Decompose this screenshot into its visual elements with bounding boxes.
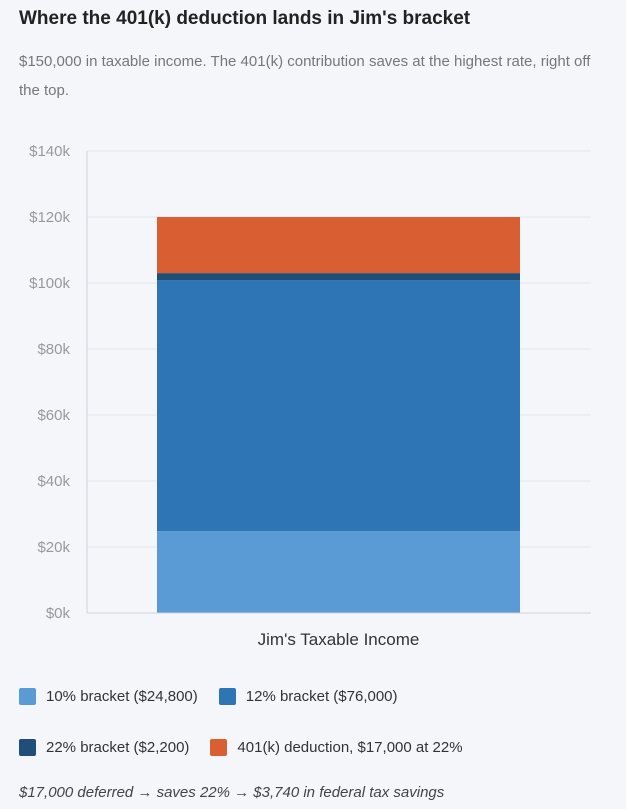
legend-item-10-bracket: 10% bracket ($24,800) [19,687,198,705]
x-category-label: Jim's Taxable Income [258,630,420,649]
legend-item-12-bracket: 12% bracket ($76,000) [218,687,398,705]
bar-segment-1 [157,280,520,532]
y-tick-label: $120k [29,209,70,226]
legend-row: 22% bracket ($2,200) 401(k) deduction, $… [19,734,609,760]
y-tick-label: $0k [46,605,71,622]
legend-swatch-10-bracket [19,687,36,705]
legend-label-22-bracket: 22% bracket ($2,200) [46,738,190,756]
chart-subtitle: $150,000 in taxable income. The 401(k) c… [19,53,591,99]
legend-label-12-bracket: 12% bracket ($76,000) [245,687,398,705]
legend-swatch-22-bracket [19,738,36,756]
legend-item-22-bracket: 22% bracket ($2,200) [19,738,190,756]
y-tick-label: $20k [37,539,70,556]
y-tick-label: $40k [37,473,70,490]
bar-segment-2 [157,273,520,281]
legend-label-401k-deduction: 401(k) deduction, $17,000 at 22% [237,738,463,756]
legend-swatch-401k-deduction [210,738,228,756]
legend-swatch-12-bracket [218,687,236,705]
bar-segment-0 [157,531,520,613]
y-tick-label: $140k [29,143,70,160]
legend-item-401k-deduction: 401(k) deduction, $17,000 at 22% [210,738,463,756]
legend-row: 10% bracket ($24,800) 12% bracket ($76,0… [19,683,609,709]
bar-segment-3 [157,217,520,274]
chart-legend: 10% bracket ($24,800) 12% bracket ($76,0… [19,683,609,785]
y-tick-label: $80k [37,341,70,358]
chart-title: Where the 401(k) deduction lands in Jim'… [19,8,471,29]
y-tick-label: $100k [29,275,70,292]
chart-annotation: $17,000 deferred → saves 22% → $3,740 in… [19,784,445,801]
y-tick-label: $60k [37,407,70,424]
legend-label-10-bracket: 10% bracket ($24,800) [46,687,198,705]
chart-plot: $0k $20k $40k $60k $80k $100k $120k $140k Jim's … [29,143,591,649]
